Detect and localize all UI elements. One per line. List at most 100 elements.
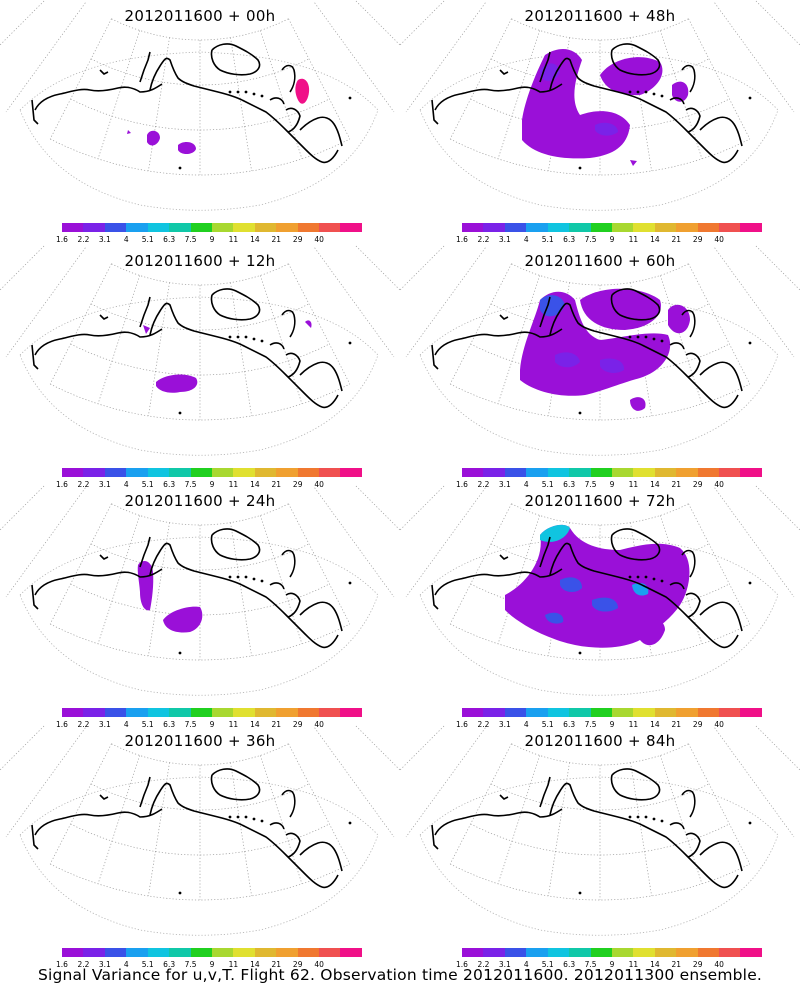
polar-map <box>0 0 400 211</box>
colorbar-tick-label: 9 <box>209 235 215 244</box>
colorbar-swatch <box>169 468 191 477</box>
variance-region <box>555 352 580 368</box>
colorbar-tick-label: 14 <box>650 720 660 729</box>
variance-region <box>595 122 618 136</box>
colorbar-tick-label: 1.6 <box>456 480 468 489</box>
colorbar-swatch <box>654 468 677 477</box>
colorbar-tick-label: 5.1 <box>141 235 154 244</box>
colorbar-swatch <box>319 223 341 232</box>
colorbar-swatch <box>62 223 84 232</box>
colorbar-tick-label: 21 <box>271 235 282 244</box>
colorbar-tick-label: 2.2 <box>477 720 490 729</box>
colorbar-swatch <box>211 708 234 717</box>
colorbar-tick-label: 11 <box>228 720 239 729</box>
colorbar-tick-label: 5.1 <box>541 235 554 244</box>
map-boundary <box>19 51 379 211</box>
colorbar-swatch <box>654 708 677 717</box>
colorbar-labels: 1.6 2.2 3.1 4 5.1 6.3 7.5 9 11 14 21 29 40 <box>56 720 362 730</box>
variance-region <box>520 291 671 396</box>
variance-region <box>668 304 690 334</box>
colorbar-swatch <box>569 223 591 232</box>
colorbar-swatch <box>83 468 105 477</box>
colorbar-tick-label: 6.3 <box>563 720 576 729</box>
variance-region <box>545 612 564 624</box>
colorbar-swatch <box>104 468 127 477</box>
colorbar-tick-label: 11 <box>628 720 639 729</box>
colorbar-tick-label: 9 <box>209 960 215 969</box>
colorbar-tick-label: 7.5 <box>184 720 197 729</box>
colorbar-swatch <box>569 948 591 957</box>
graticule <box>0 485 400 661</box>
colorbar-tick-label: 11 <box>228 960 239 969</box>
colorbar-tick-label: 14 <box>250 480 260 489</box>
colorbar-tick-label: 29 <box>692 720 703 729</box>
colorbar-tick-label: 4 <box>523 480 529 489</box>
colorbar-swatch <box>547 708 570 717</box>
colorbar-tick-label: 9 <box>609 720 615 729</box>
variance-region <box>560 577 582 592</box>
map-panel: 2012011600 + 00h 1.6 2.2 3.1 4 5.1 6.3 7.5 9 11 14… <box>0 0 400 245</box>
colorbar-labels: 1.6 2.2 3.1 4 5.1 6.3 7.5 9 11 14 21 29 40 <box>456 720 762 730</box>
colorbar-tick-label: 1.6 <box>456 720 468 729</box>
colorbar-swatch <box>254 708 277 717</box>
colorbar-swatch <box>233 468 255 477</box>
colorbar-swatch <box>719 708 741 717</box>
colorbar-swatch <box>297 468 320 477</box>
colorbar-tick-label: 7.5 <box>184 235 197 244</box>
colorbar-tick-label: 2.2 <box>77 960 90 969</box>
colorbar-tick-label: 40 <box>314 235 324 244</box>
colorbar-swatch <box>611 468 634 477</box>
colorbar-swatch <box>83 708 105 717</box>
coastlines <box>31 768 352 895</box>
colorbar-swatch <box>547 223 570 232</box>
colorbar-swatch <box>254 468 277 477</box>
colorbar-swatch <box>590 708 612 717</box>
colorbar-tick-label: 21 <box>271 480 282 489</box>
colorbar-tick-label: 9 <box>609 235 615 244</box>
colorbar-tick-label: 7.5 <box>584 235 597 244</box>
variance-region <box>305 320 312 328</box>
coastlines <box>31 288 352 415</box>
colorbar-swatch <box>697 948 720 957</box>
colorbar-tick-label: 40 <box>714 720 724 729</box>
map-boundary <box>419 776 779 936</box>
colorbar-swatch <box>676 468 698 477</box>
colorbar-swatch <box>483 948 505 957</box>
colorbar-labels: 1.6 2.2 3.1 4 5.1 6.3 7.5 9 11 14 21 29 40 <box>456 480 762 490</box>
colorbar <box>62 223 362 232</box>
colorbar-swatch <box>190 223 212 232</box>
colorbar <box>462 223 762 232</box>
colorbar-swatch <box>633 223 655 232</box>
colorbar-swatch <box>654 223 677 232</box>
colorbar-swatch <box>340 468 362 477</box>
colorbar-swatch <box>590 468 612 477</box>
colorbar-swatch <box>126 223 148 232</box>
panel-title: 2012011600 + 00h <box>124 7 276 25</box>
colorbar-swatch <box>297 708 320 717</box>
colorbar-swatch <box>319 468 341 477</box>
colorbar-tick-label: 40 <box>714 480 724 489</box>
colorbar-tick-label: 6.3 <box>163 480 176 489</box>
colorbar-swatch <box>526 223 548 232</box>
colorbar-swatch <box>276 708 298 717</box>
variance-shading <box>137 560 203 633</box>
colorbar-tick-label: 9 <box>609 960 615 969</box>
colorbar-swatch <box>211 948 234 957</box>
map-boundary <box>19 296 379 456</box>
colorbar-swatch <box>147 708 170 717</box>
colorbar-labels: 1.6 2.2 3.1 4 5.1 6.3 7.5 9 11 14 21 29 40 <box>56 960 362 970</box>
colorbar-tick-label: 2.2 <box>477 235 490 244</box>
variance-region <box>147 130 160 146</box>
colorbar-tick-label: 40 <box>314 960 324 969</box>
variance-shading <box>505 524 690 648</box>
colorbar-swatch <box>126 948 148 957</box>
panel-title: 2012011600 + 24h <box>124 492 276 510</box>
colorbar-tick-label: 7.5 <box>584 720 597 729</box>
colorbar-swatch <box>297 948 320 957</box>
colorbar-swatch <box>569 708 591 717</box>
variance-region <box>540 524 570 542</box>
variance-region <box>163 606 203 633</box>
polar-map <box>0 245 400 456</box>
variance-shading <box>520 288 690 411</box>
colorbar-swatch <box>611 948 634 957</box>
